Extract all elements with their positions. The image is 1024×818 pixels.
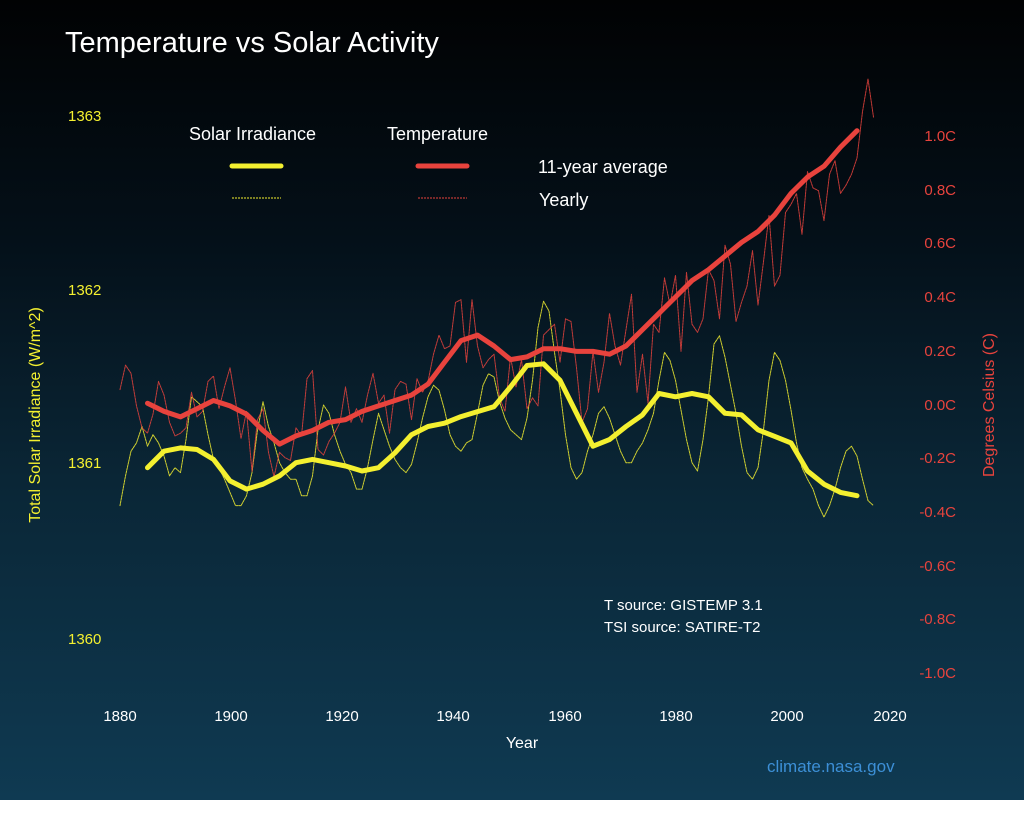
right-tick-neg-0.2: -0.2C — [919, 450, 956, 467]
series-layer — [119, 78, 874, 518]
left-tick-1360: 1360 — [68, 631, 102, 648]
x-tick-2020: 2020 — [873, 708, 907, 725]
chart-background: Temperature vs Solar Activity 1363 1362 … — [0, 0, 1024, 800]
right-tick-neg-0.8: -0.8C — [919, 611, 956, 628]
x-tick-1960: 1960 — [548, 708, 582, 725]
legend-solar-header: Solar Irradiance — [189, 124, 317, 144]
legend-temp-header: Temperature — [387, 124, 489, 144]
x-tick-1900: 1900 — [214, 708, 248, 725]
right-tick-neg-1.0: -1.0C — [919, 665, 956, 682]
x-tick-1980: 1980 — [659, 708, 693, 725]
solar-irradiance-avg-line — [145, 361, 860, 499]
t-source-note: T source: GISTEMP 3.1 — [604, 597, 763, 614]
x-tick-1940: 1940 — [436, 708, 470, 725]
right-tick-neg-0.4: -0.4C — [919, 504, 956, 521]
x-tick-2000: 2000 — [770, 708, 804, 725]
legend-avg-label: 11-year average — [538, 157, 668, 177]
left-tick-1363: 1363 — [68, 108, 102, 125]
chart-svg — [119, 78, 874, 518]
solar-irradiance-yearly-line — [119, 300, 874, 518]
y-axis-right-label: Degrees Celsius (C) — [981, 332, 998, 478]
y-axis-left-label: Total Solar Irradiance (W/m^2) — [27, 307, 44, 523]
right-tick-0.0: 0.0C — [924, 397, 956, 414]
x-tick-1880: 1880 — [103, 708, 137, 725]
right-tick-0.8: 0.8C — [924, 182, 956, 199]
credit-link[interactable]: climate.nasa.gov — [767, 757, 895, 776]
chart-title: Temperature vs Solar Activity — [65, 27, 439, 59]
right-tick-neg-0.6: -0.6C — [919, 558, 956, 575]
x-tick-1920: 1920 — [325, 708, 359, 725]
tsi-source-note: TSI source: SATIRE-T2 — [604, 619, 761, 636]
temperature-avg-line — [145, 128, 860, 447]
right-tick-0.2: 0.2C — [924, 343, 956, 360]
right-tick-0.4: 0.4C — [924, 289, 956, 306]
legend-yearly-label: Yearly — [539, 190, 589, 210]
right-tick-0.6: 0.6C — [924, 235, 956, 252]
left-tick-1361: 1361 — [68, 455, 102, 472]
left-tick-1362: 1362 — [68, 282, 102, 299]
right-tick-1.0: 1.0C — [924, 128, 956, 145]
x-axis-label: Year — [505, 735, 539, 752]
